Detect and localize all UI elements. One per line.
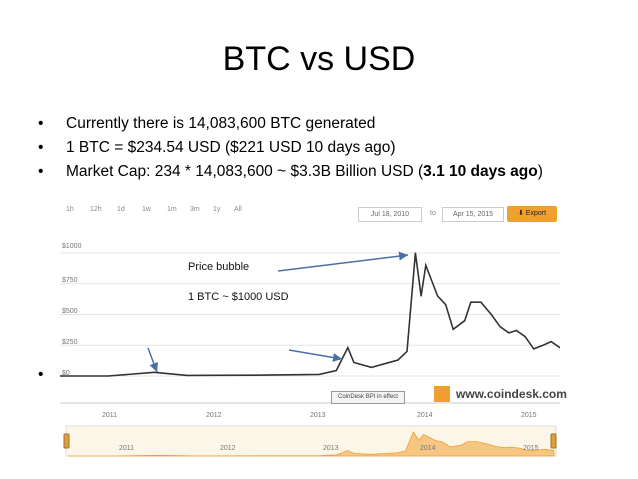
- x-tick-label: 2012: [206, 412, 222, 419]
- y-tick-label: $750: [62, 277, 78, 284]
- slide-title: BTC vs USD: [222, 40, 416, 78]
- price-point: [60, 375, 61, 377]
- bullet-item: • Currently there is 14,083,600 BTC gener…: [38, 112, 543, 136]
- navigator-year-label: 2013: [323, 445, 339, 452]
- start-date-field[interactable]: Jul 18, 2010: [358, 207, 422, 222]
- zoom-1h-button[interactable]: 1h: [66, 206, 74, 213]
- price-point: [550, 340, 552, 343]
- price-point: [436, 295, 439, 297]
- y-tick-label: $500: [62, 308, 78, 315]
- price-point: [508, 332, 510, 334]
- price-point: [499, 326, 501, 328]
- annotation-price-bubble: Price bubble: [188, 261, 250, 273]
- price-point: [186, 374, 188, 376]
- y-tick-label: $1000: [62, 243, 82, 250]
- price-point: [464, 320, 466, 322]
- price-point: [425, 264, 427, 266]
- date-to-label: to: [430, 210, 436, 217]
- coindesk-logo-icon: [434, 386, 450, 402]
- navigator-year-label: 2015: [523, 445, 539, 452]
- navigator-right-handle: [550, 433, 557, 449]
- price-point: [480, 301, 482, 303]
- x-tick-label: 2014: [417, 412, 433, 419]
- price-point: [515, 329, 518, 332]
- zoom-all-button[interactable]: All: [234, 206, 242, 213]
- zoom-12h-button[interactable]: 12h: [90, 206, 102, 213]
- price-point: [406, 350, 408, 352]
- end-date-field[interactable]: Apr 15, 2015: [442, 207, 504, 222]
- y-tick-label: $0: [62, 370, 70, 377]
- bullet-dot: •: [38, 115, 44, 132]
- navigator-year-label: 2014: [420, 445, 436, 452]
- annotation-arrow: [147, 347, 159, 373]
- bullet-text: Currently there is 14,083,600 BTC genera…: [66, 115, 376, 132]
- price-point: [107, 375, 109, 377]
- price-point: [335, 369, 337, 372]
- price-point: [414, 252, 416, 254]
- price-point: [212, 374, 215, 376]
- bullet-dot: •: [38, 163, 44, 180]
- download-arrow-icon: ⬇: [517, 210, 526, 217]
- x-tick-label: 2015: [521, 412, 537, 419]
- zoom-1d-button[interactable]: 1d: [117, 206, 125, 213]
- price-point: [524, 336, 526, 338]
- price-point: [370, 366, 373, 368]
- export-label: Export: [525, 210, 547, 217]
- bullet-text-bold: 3.1 10 days ago: [423, 163, 538, 180]
- x-tick-label: 2011: [102, 412, 118, 419]
- navigator-year-label: 2011: [119, 445, 135, 452]
- price-point: [420, 295, 422, 297]
- price-chart-image: 1h 12h 1d 1w 1m 3m 1y All Jul 18, 2010 t…: [60, 198, 567, 468]
- navigator-area: [68, 431, 555, 457]
- zoom-1w-button[interactable]: 1w: [142, 206, 151, 213]
- bullet-dot: •: [38, 139, 44, 156]
- x-tick-label: 2013: [310, 412, 326, 419]
- bullet-text-pre: Market Cap: 234 * 14,083,600 ~ $3.3B Bil…: [66, 163, 424, 180]
- navigator-year-label: 2012: [220, 445, 236, 452]
- price-point: [533, 348, 535, 350]
- price-point: [265, 374, 267, 376]
- bullet-list: • Currently there is 14,083,600 BTC gener…: [38, 112, 543, 184]
- price-point: [470, 301, 472, 303]
- price-point: [153, 371, 155, 373]
- coindesk-logo: www.coindesk.com: [434, 384, 567, 406]
- zoom-1m-button[interactable]: 1m: [167, 206, 177, 213]
- annotation-btc-1000: 1 BTC ~ $1000 USD: [188, 291, 289, 303]
- zoom-3m-button[interactable]: 3m: [190, 206, 200, 213]
- price-point: [353, 361, 355, 364]
- navigator-left-handle: [63, 433, 70, 449]
- chart-toolbar: 1h 12h 1d 1w 1m 3m 1y All Jul 18, 2010 t…: [60, 202, 560, 222]
- price-point: [452, 328, 454, 330]
- price-point: [490, 313, 492, 316]
- bpi-label: CoinDesk BPI in effect: [331, 391, 405, 404]
- chart-svg: [60, 251, 560, 457]
- empty-bullet: •: [38, 366, 44, 383]
- price-point: [318, 373, 320, 376]
- bullet-text: 1 BTC = $234.54 USD ($221 USD 10 days ag…: [66, 139, 396, 156]
- annotation-arrow: [277, 251, 409, 272]
- zoom-1y-button[interactable]: 1y: [213, 206, 221, 213]
- y-tick-label: $250: [62, 339, 78, 346]
- price-point: [347, 347, 349, 349]
- bullet-item: • Market Cap: 234 * 14,083,600 ~ $3.3B Bi…: [38, 160, 543, 184]
- bullet-item: • 1 BTC = $234.54 USD ($221 USD 10 days a…: [38, 136, 543, 160]
- export-button[interactable]: ⬇ Export: [507, 206, 557, 222]
- annotation-arrow: [288, 349, 343, 362]
- price-point: [445, 304, 447, 306]
- coindesk-logo-text: www.coindesk.com: [456, 387, 567, 401]
- price-point: [397, 359, 399, 361]
- price-point: [559, 347, 560, 349]
- bullet-text-post: ): [537, 163, 543, 180]
- price-point: [542, 344, 544, 346]
